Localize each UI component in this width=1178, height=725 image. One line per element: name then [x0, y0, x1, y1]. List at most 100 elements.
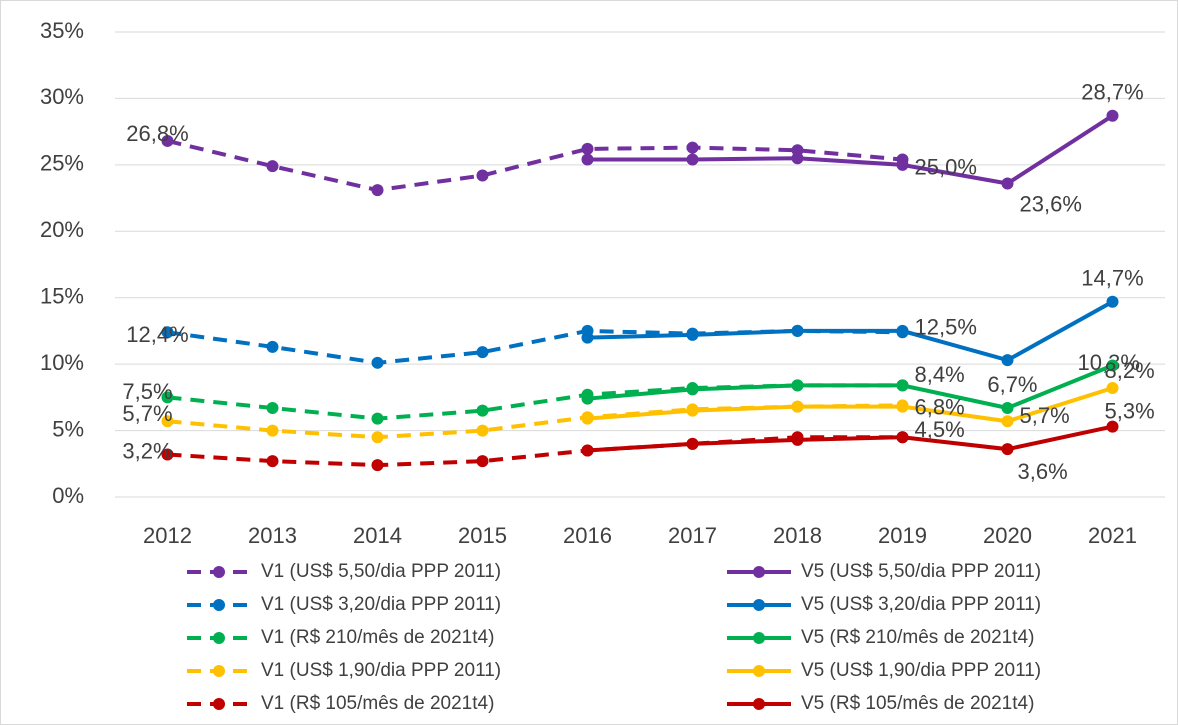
legend-marker	[753, 632, 765, 644]
point-marker	[791, 400, 804, 413]
point-marker	[791, 433, 804, 446]
legend-item: V5 (US$ 1,90/dia PPP 2011)	[727, 660, 1041, 681]
x-tick-label: 2020	[983, 523, 1032, 548]
point-marker	[161, 134, 174, 147]
legend-marker	[213, 566, 225, 578]
data-label: 4,5%	[915, 417, 965, 442]
point-marker	[161, 326, 174, 339]
data-label: 8,2%	[1105, 358, 1155, 383]
legend-item: V1 (US$ 5,50/dia PPP 2011)	[187, 561, 501, 582]
series-line	[587, 299, 1114, 363]
data-label: 23,6%	[1020, 191, 1082, 216]
legend-item: V5 (R$ 210/mês de 2021t4)	[727, 627, 1034, 648]
point-marker	[266, 424, 279, 437]
y-tick-label: 5%	[52, 416, 84, 441]
legend-label: V5 (R$ 210/mês de 2021t4)	[801, 627, 1034, 648]
point-marker	[476, 455, 489, 468]
data-label: 5,7%	[1020, 403, 1070, 428]
point-marker	[581, 153, 594, 166]
legend-item: V5 (US$ 5,50/dia PPP 2011)	[727, 561, 1041, 582]
point-marker	[266, 455, 279, 468]
point-marker	[686, 153, 699, 166]
x-tick-label: 2013	[248, 523, 297, 548]
legend-label: V1 (US$ 3,20/dia PPP 2011)	[261, 594, 501, 615]
x-tick-label: 2016	[563, 523, 612, 548]
point-marker	[1106, 382, 1119, 395]
data-label: 14,7%	[1081, 266, 1143, 291]
data-label: 25,0%	[915, 155, 977, 180]
legend-label: V5 (US$ 1,90/dia PPP 2011)	[801, 660, 1041, 681]
point-marker	[581, 444, 594, 457]
point-marker	[686, 404, 699, 417]
point-marker	[1001, 177, 1014, 190]
series-line	[167, 403, 903, 440]
series-line	[587, 386, 1114, 424]
series-line	[587, 114, 1114, 186]
series-line	[167, 138, 903, 193]
point-marker	[896, 324, 909, 337]
legend-label: V5 (US$ 5,50/dia PPP 2011)	[801, 561, 1041, 582]
data-label: 5,3%	[1105, 398, 1155, 423]
y-tick-label: 25%	[40, 151, 84, 176]
point-marker	[686, 328, 699, 341]
legend: V1 (US$ 5,50/dia PPP 2011) V5 (US$ 5,50/d…	[187, 561, 1041, 714]
legend-item: V1 (R$ 210/mês de 2021t4)	[187, 627, 494, 648]
legend-label: V5 (R$ 105/mês de 2021t4)	[801, 693, 1034, 714]
point-marker	[1001, 415, 1014, 428]
point-marker	[1106, 420, 1119, 433]
x-tick-label: 2018	[773, 523, 822, 548]
series-line	[167, 383, 903, 421]
data-label: 26,8%	[126, 121, 188, 146]
legend-marker	[753, 566, 765, 578]
point-marker	[581, 331, 594, 344]
point-marker	[896, 400, 909, 413]
x-tick-label: 2019	[878, 523, 927, 548]
legend-marker	[213, 632, 225, 644]
point-marker	[476, 424, 489, 437]
legend-label: V1 (US$ 5,50/dia PPP 2011)	[261, 561, 501, 582]
legend-marker	[753, 599, 765, 611]
point-marker	[371, 431, 384, 444]
x-tick-label: 2014	[353, 523, 402, 548]
data-label: 6,7%	[987, 372, 1037, 397]
data-label: 6,8%	[915, 394, 965, 419]
x-tick-label: 2017	[668, 523, 717, 548]
point-marker	[371, 184, 384, 197]
point-marker	[791, 324, 804, 337]
point-marker	[791, 379, 804, 392]
series-line	[587, 363, 1114, 411]
y-tick-label: 35%	[40, 18, 84, 43]
data-label: 7,5%	[122, 379, 172, 404]
legend-marker	[753, 698, 765, 710]
point-marker	[266, 340, 279, 353]
point-marker	[1106, 295, 1119, 308]
series-line	[167, 328, 903, 365]
legend-item: V5 (R$ 105/mês de 2021t4)	[727, 693, 1034, 714]
x-tick-label: 2021	[1088, 523, 1137, 548]
point-marker	[896, 379, 909, 392]
legend-marker	[213, 665, 225, 677]
data-label: 8,4%	[915, 362, 965, 387]
data-label: 3,2%	[122, 438, 172, 463]
point-marker	[1001, 443, 1014, 456]
point-marker	[1106, 359, 1119, 372]
legend-item: V1 (US$ 3,20/dia PPP 2011)	[187, 594, 501, 615]
y-tick-label: 10%	[40, 350, 84, 375]
point-marker	[686, 437, 699, 450]
point-marker	[581, 142, 594, 155]
series-line	[167, 435, 903, 468]
y-tick-label: 30%	[40, 84, 84, 109]
point-marker	[1106, 109, 1119, 122]
point-marker	[266, 160, 279, 173]
legend-marker	[213, 599, 225, 611]
legend-label: V5 (US$ 3,20/dia PPP 2011)	[801, 594, 1041, 615]
point-marker	[581, 412, 594, 425]
legend-label: V1 (US$ 1,90/dia PPP 2011)	[261, 660, 501, 681]
data-label: 3,6%	[1018, 459, 1068, 484]
data-label: 5,7%	[122, 401, 172, 426]
y-tick-label: 20%	[40, 217, 84, 242]
point-marker	[791, 152, 804, 165]
point-marker	[476, 169, 489, 182]
point-marker	[476, 346, 489, 359]
